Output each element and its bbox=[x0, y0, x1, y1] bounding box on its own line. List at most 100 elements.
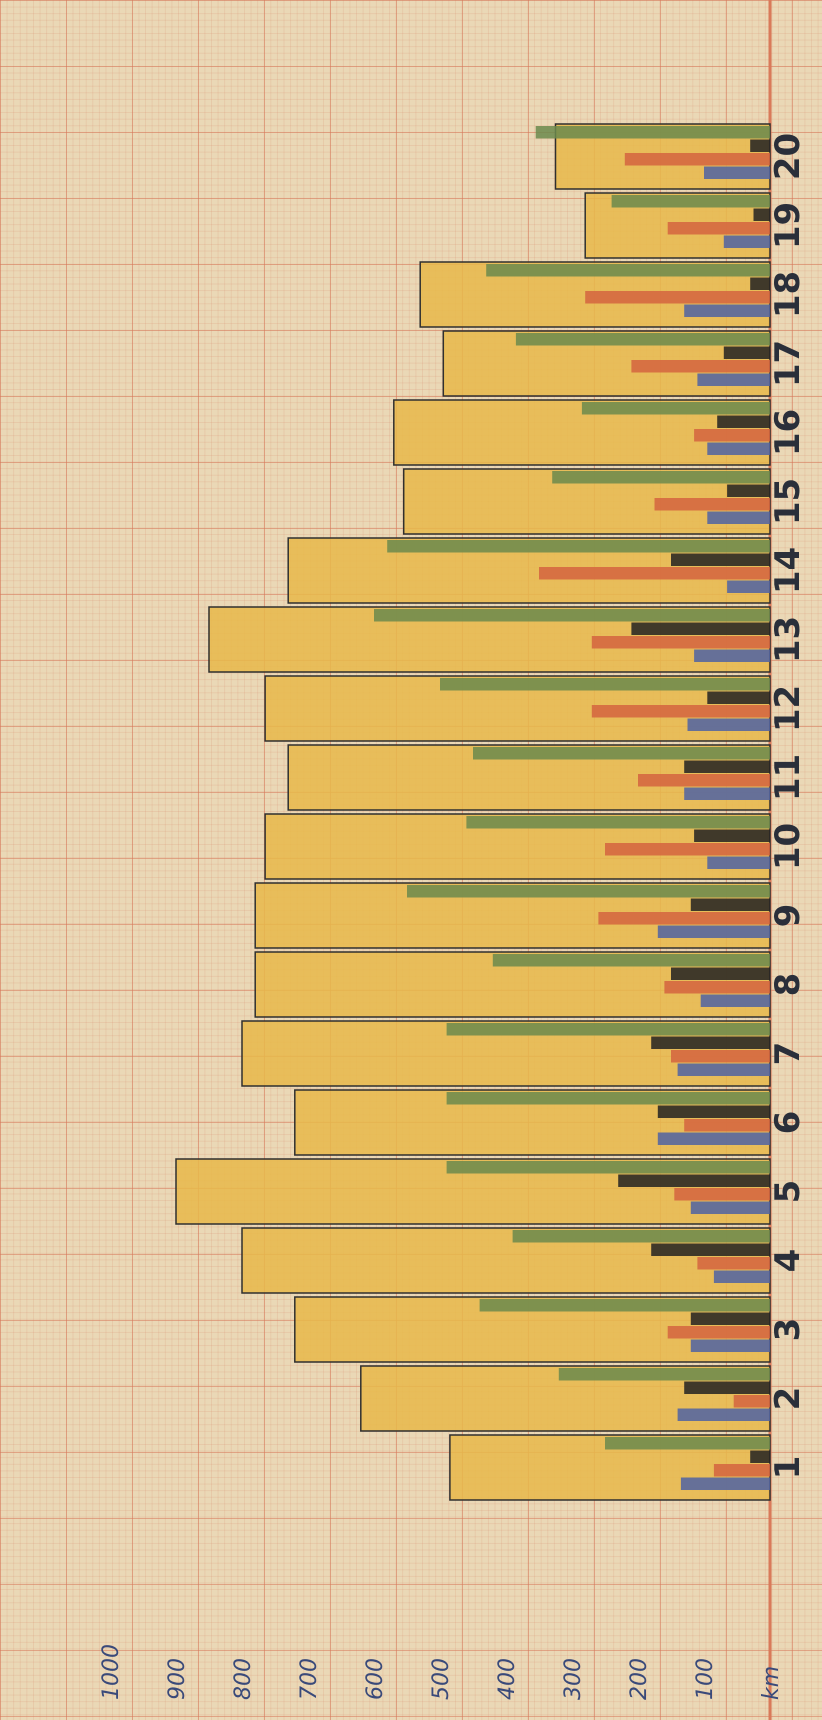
bar-series-1 bbox=[492, 954, 770, 967]
bar-series-1 bbox=[515, 333, 770, 346]
bar-series-2 bbox=[631, 622, 770, 635]
bar-series-2 bbox=[651, 1036, 770, 1049]
bar-series-1 bbox=[558, 1368, 770, 1381]
bar-series-3 bbox=[713, 1464, 770, 1477]
bar-series-1 bbox=[611, 195, 770, 208]
bar-series-3 bbox=[539, 567, 770, 580]
category-label: 5 bbox=[768, 1180, 808, 1204]
x-unit-label: km bbox=[759, 1666, 784, 1700]
bar-series-1 bbox=[446, 1092, 770, 1105]
category-label: 8 bbox=[768, 973, 808, 997]
bar-series-3 bbox=[697, 1257, 770, 1270]
bar-series-1 bbox=[446, 1023, 770, 1036]
category-label: 2 bbox=[768, 1387, 808, 1411]
bar-series-3 bbox=[591, 636, 770, 649]
bar-series-4 bbox=[657, 925, 770, 938]
bar-series-4 bbox=[707, 856, 770, 869]
category-label: 11 bbox=[768, 754, 808, 801]
x-tick-label: 400 bbox=[495, 1658, 520, 1700]
bar-series-2 bbox=[727, 484, 770, 497]
bar-series-4 bbox=[657, 1132, 770, 1145]
bar-series-1 bbox=[387, 540, 770, 553]
category-label: 18 bbox=[768, 271, 808, 318]
bar-series-1 bbox=[535, 126, 770, 139]
category-label: 12 bbox=[768, 685, 808, 732]
bar-series-4 bbox=[684, 304, 770, 317]
bar-series-1 bbox=[581, 402, 770, 415]
bar-series-3 bbox=[694, 429, 770, 442]
category-label: 9 bbox=[768, 904, 808, 928]
bar-series-4 bbox=[704, 166, 770, 179]
bar-series-2 bbox=[694, 829, 770, 842]
bar-series-4 bbox=[697, 373, 770, 386]
bar-series-2 bbox=[684, 1381, 770, 1394]
category-label: 6 bbox=[768, 1111, 808, 1135]
x-tick-label: 200 bbox=[627, 1658, 652, 1700]
bar-series-1 bbox=[473, 747, 770, 760]
bar-series-4 bbox=[694, 649, 770, 662]
bar-series-3 bbox=[638, 774, 770, 787]
category-label: 19 bbox=[768, 202, 808, 249]
category-label: 20 bbox=[768, 133, 808, 180]
bar-series-3 bbox=[654, 498, 770, 511]
bar-series-2 bbox=[750, 139, 770, 152]
bar-series-4 bbox=[713, 1270, 770, 1283]
category-label: 16 bbox=[768, 409, 808, 456]
bar-series-3 bbox=[667, 1326, 770, 1339]
category-label: 4 bbox=[768, 1249, 808, 1273]
x-tick-label: 800 bbox=[231, 1658, 256, 1700]
bar-series-1 bbox=[605, 1437, 770, 1450]
bar-series-4 bbox=[680, 1477, 770, 1490]
bar-series-2 bbox=[684, 760, 770, 773]
bar-series-2 bbox=[717, 415, 770, 428]
bar-series-4 bbox=[690, 1201, 770, 1214]
bar-series-1 bbox=[466, 816, 770, 829]
bar-series-1 bbox=[374, 609, 770, 622]
bar-series-2 bbox=[618, 1174, 770, 1187]
bar-series-1 bbox=[407, 885, 770, 898]
bar-series-2 bbox=[753, 208, 770, 221]
bar-series-1 bbox=[552, 471, 770, 484]
bar-series-3 bbox=[684, 1119, 770, 1132]
bar-series-3 bbox=[674, 1188, 770, 1201]
bar-series-3 bbox=[624, 153, 770, 166]
bar-series-1 bbox=[440, 678, 770, 691]
bar-series-3 bbox=[671, 1050, 770, 1063]
category-label: 1 bbox=[768, 1456, 808, 1480]
bar-series-3 bbox=[667, 222, 770, 235]
bar-series-2 bbox=[690, 1312, 770, 1325]
x-tick-label: 700 bbox=[297, 1658, 322, 1700]
bar-series-4 bbox=[677, 1063, 770, 1076]
bar-series-2 bbox=[651, 1243, 770, 1256]
bar-series-2 bbox=[750, 1450, 770, 1463]
x-tick-label: 500 bbox=[429, 1658, 454, 1700]
x-tick-label: 600 bbox=[363, 1658, 388, 1700]
bar-series-3 bbox=[664, 981, 770, 994]
bar-series-2 bbox=[707, 691, 770, 704]
bar-series-2 bbox=[750, 277, 770, 290]
bar-series-4 bbox=[707, 511, 770, 524]
category-label: 13 bbox=[768, 616, 808, 663]
bar-series-2 bbox=[657, 1105, 770, 1118]
bar-series-3 bbox=[733, 1395, 770, 1408]
bar-series-2 bbox=[671, 553, 770, 566]
bar-series-3 bbox=[631, 360, 770, 373]
bar-series-3 bbox=[585, 291, 770, 304]
bar-series-3 bbox=[591, 705, 770, 718]
bar-series-4 bbox=[727, 580, 770, 593]
bar-series-4 bbox=[684, 787, 770, 800]
bar-series-4 bbox=[677, 1408, 770, 1421]
category-label: 17 bbox=[768, 340, 808, 387]
category-label: 10 bbox=[768, 823, 808, 870]
category-label: 14 bbox=[768, 547, 808, 594]
bar-series-2 bbox=[671, 967, 770, 980]
bar-series-1 bbox=[486, 264, 770, 277]
x-tick-label: 900 bbox=[165, 1658, 190, 1700]
bar-series-4 bbox=[723, 235, 770, 248]
bar-series-4 bbox=[700, 994, 770, 1007]
bar-series-4 bbox=[687, 718, 770, 731]
bar-series-1 bbox=[512, 1230, 770, 1243]
bar-series-3 bbox=[605, 843, 770, 856]
